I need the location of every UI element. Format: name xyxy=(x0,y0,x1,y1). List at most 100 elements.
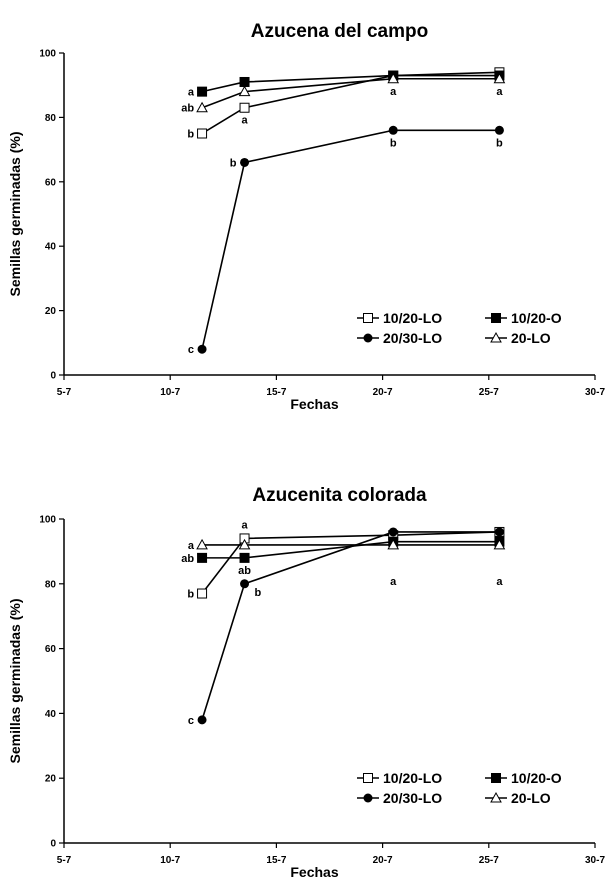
x-tick-label: 25-7 xyxy=(479,855,499,866)
x-tick-label: 10-7 xyxy=(160,387,180,398)
data-point-20/30-LO xyxy=(197,715,207,725)
data-point-20/30-LO xyxy=(494,125,504,135)
annotation-label: b xyxy=(230,157,237,169)
chart-1: Azucena del campo 0 20 40 60 80 100 5-7 10-7 15-7… xyxy=(7,21,605,412)
annotation-label: a xyxy=(188,87,195,99)
data-point-20-LO xyxy=(196,538,208,550)
y-tick-label: 40 xyxy=(45,242,57,253)
legend-marker-10/20-O xyxy=(491,773,501,783)
annotation-label: c xyxy=(188,344,194,356)
data-point-20-LO xyxy=(493,72,506,84)
annotation-label: b xyxy=(496,137,503,149)
data-point-10/20-LO xyxy=(239,102,250,113)
data-point-20-LO xyxy=(238,538,251,550)
annotation-label: ab xyxy=(181,553,194,565)
annotation-label: a xyxy=(496,576,503,588)
legend-entry: 10/20-O xyxy=(511,770,562,786)
annotation-label: b xyxy=(187,129,194,141)
legend: 10/20-LO 10/20-O 20/30-LO 20-LO xyxy=(357,310,562,346)
series-line-10/20-LO xyxy=(201,531,500,595)
data-point-10/20-LO xyxy=(197,128,208,139)
data-point-20/30-LO xyxy=(240,579,250,589)
data-point-20/30-LO xyxy=(494,527,504,537)
series-line-20/30-LO xyxy=(201,531,500,721)
x-tick-label: 10-7 xyxy=(160,855,180,866)
y-tick-label: 40 xyxy=(45,709,57,720)
x-tick-label: 20-7 xyxy=(373,855,393,866)
data-point-20-LO xyxy=(238,85,251,97)
data-point-20/30-LO xyxy=(388,527,398,537)
y-axis-label: Semillas germinadas (%) xyxy=(7,132,23,297)
x-tick-label: 15-7 xyxy=(266,387,286,398)
x-tick-label: 30-7 xyxy=(585,387,605,398)
legend-entry: 10/20-O xyxy=(511,310,562,326)
legend-marker-20/30-LO xyxy=(363,793,373,803)
data-point-10/20-O xyxy=(197,86,208,97)
annotation-label: b xyxy=(187,589,194,601)
y-tick-label: 0 xyxy=(50,371,56,382)
y-tick-label: 60 xyxy=(45,644,57,655)
legend-entry: 20/30-LO xyxy=(383,790,442,806)
legend-marker-20-LO xyxy=(490,331,502,343)
annotation-label: c xyxy=(188,715,194,727)
annotation-label: a xyxy=(241,115,248,127)
data-point-20-LO xyxy=(387,538,400,550)
y-tick-label: 80 xyxy=(45,579,57,590)
x-axis-label: Fechas xyxy=(290,396,338,412)
y-axis-label: Semillas germinadas (%) xyxy=(7,599,23,764)
x-tick-label: 5-7 xyxy=(57,387,72,398)
data-point-20/30-LO xyxy=(240,157,250,167)
chart-title: Azucenita colorada xyxy=(252,485,427,506)
legend-entry: 10/20-LO xyxy=(383,770,442,786)
y-tick-label: 60 xyxy=(45,177,57,188)
data-point-10/20-O xyxy=(239,552,250,563)
annotation-label: a xyxy=(496,86,503,98)
x-axis-label: Fechas xyxy=(290,864,338,880)
series-line-20/30-LO xyxy=(201,129,500,350)
y-tick-label: 100 xyxy=(39,49,56,60)
legend-marker-20/30-LO xyxy=(363,333,373,343)
annotation-label: a xyxy=(241,519,248,531)
data-point-20/30-LO xyxy=(388,125,398,135)
legend-marker-10/20-LO xyxy=(363,773,373,783)
annotation-label: b xyxy=(255,587,262,599)
data-point-20-LO xyxy=(493,538,506,550)
series-line-10/20-O xyxy=(201,74,500,93)
data-point-10/20-O xyxy=(197,552,208,563)
y-tick-label: 20 xyxy=(45,774,57,785)
legend: 10/20-LO 10/20-O 20/30-LO 20-LO xyxy=(357,770,562,806)
legend-marker-20-LO xyxy=(490,791,502,803)
data-point-20/30-LO xyxy=(197,344,207,354)
data-point-20-LO xyxy=(387,72,400,84)
y-tick-label: 0 xyxy=(50,839,56,850)
annotation-label: ab xyxy=(238,565,251,577)
legend-marker-10/20-O xyxy=(491,313,501,323)
x-tick-label: 15-7 xyxy=(266,855,286,866)
x-tick-label: 25-7 xyxy=(479,387,499,398)
x-tick-label: 5-7 xyxy=(57,855,72,866)
legend-entry: 20-LO xyxy=(511,330,551,346)
annotation-label: a xyxy=(188,540,195,552)
legend-entry: 10/20-LO xyxy=(383,310,442,326)
annotation-label: a xyxy=(390,86,397,98)
annotation-label: b xyxy=(390,137,397,149)
y-tick-label: 100 xyxy=(39,515,56,526)
annotation-label: a xyxy=(390,576,397,588)
chart-title: Azucena del campo xyxy=(251,21,428,42)
series-line-10/20-O xyxy=(202,540,500,559)
series-line-20-LO xyxy=(201,77,500,109)
legend-marker-10/20-LO xyxy=(363,313,373,323)
annotation-label: ab xyxy=(181,103,194,115)
y-tick-label: 80 xyxy=(45,113,57,124)
y-tick-label: 20 xyxy=(45,306,57,317)
legend-entry: 20-LO xyxy=(511,790,551,806)
x-tick-label: 20-7 xyxy=(373,387,393,398)
data-point-10/20-LO xyxy=(197,588,208,599)
x-tick-label: 30-7 xyxy=(585,855,605,866)
data-point-20-LO xyxy=(196,101,208,113)
legend-entry: 20/30-LO xyxy=(383,330,442,346)
series-line-10/20-LO xyxy=(201,71,500,135)
chart-2: Azucenita colorada 0 20 40 60 80 100 5-7 10-7 15-… xyxy=(7,485,605,880)
data-point-10/20-O xyxy=(239,76,250,87)
